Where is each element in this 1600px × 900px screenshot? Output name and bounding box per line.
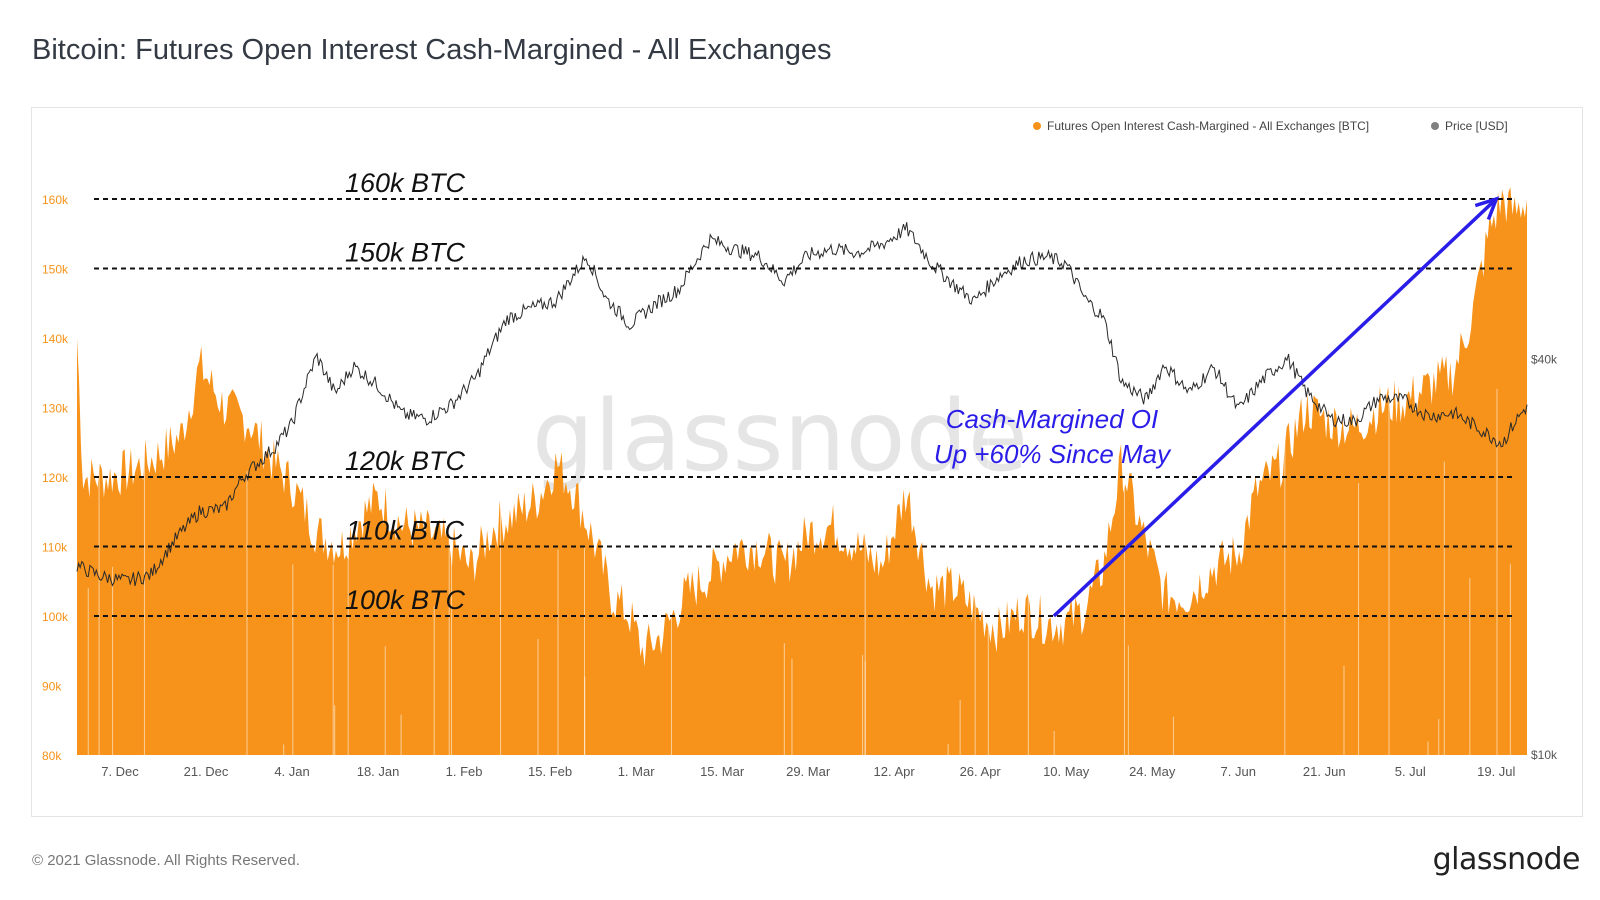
x-tick-label: 18. Jan [357,764,400,779]
x-tick-label: 10. May [1043,764,1090,779]
y-left-tick-label: 130k [42,401,69,415]
x-tick-label: 7. Dec [101,764,139,779]
x-tick-label: 1. Mar [618,764,656,779]
x-tick-label: 26. Apr [960,764,1002,779]
y-right-tick-label: $10k [1531,748,1558,762]
footer-copyright: © 2021 Glassnode. All Rights Reserved. [32,852,300,869]
legend-oi-label: Futures Open Interest Cash-Margined - Al… [1047,119,1370,133]
y-right-tick-label: $40k [1531,353,1558,367]
x-tick-label: 15. Feb [528,764,572,779]
y-left-tick-label: 160k [42,193,69,207]
oi-area [77,187,1527,756]
x-tick-label: 15. Mar [700,764,745,779]
chart-title: Bitcoin: Futures Open Interest Cash-Marg… [32,34,832,66]
ref-line-label: 160k BTC [345,168,466,198]
y-left-tick-label: 80k [42,749,62,763]
x-tick-label: 5. Jul [1395,764,1426,779]
ref-line-label: 100k BTC [345,585,466,615]
x-tick-label: 12. Apr [874,764,916,779]
footer-logo[interactable]: glassnode [1432,842,1581,877]
annotation-line-1: Cash-Margined OI [946,404,1158,434]
watermark: glassnode [532,380,1028,494]
y-left-tick-label: 120k [42,471,69,485]
x-tick-label: 21. Dec [184,764,229,779]
ref-line-label: 120k BTC [345,446,466,476]
legend-item-price[interactable]: Price [USD] [1431,119,1508,133]
y-left-tick-label: 140k [42,332,69,346]
trend-arrow-shaft [1052,197,1498,618]
x-tick-label: 1. Feb [446,764,483,779]
annotation-line-2: Up +60% Since May [934,439,1172,469]
x-tick-label: 4. Jan [274,764,309,779]
ref-line-label: 150k BTC [345,237,466,267]
y-left-tick-label: 90k [42,679,62,693]
y-left-tick-label: 100k [42,610,69,624]
x-tick-label: 24. May [1129,764,1176,779]
x-tick-label: 7. Jun [1221,764,1256,779]
x-tick-label: 19. Jul [1477,764,1515,779]
legend-price-label: Price [USD] [1445,119,1508,133]
y-left-tick-label: 150k [42,262,69,276]
x-tick-label: 21. Jun [1303,764,1346,779]
x-tick-label: 29. Mar [786,764,831,779]
price-line [76,222,1528,587]
ref-line-label: 110k BTC [346,515,465,545]
trend-arrow-head [1474,196,1500,221]
legend-price-dot [1431,122,1439,130]
y-left-tick-label: 110k [42,540,68,554]
legend-item-oi[interactable]: Futures Open Interest Cash-Margined - Al… [1033,119,1369,133]
legend-oi-dot [1033,122,1041,130]
